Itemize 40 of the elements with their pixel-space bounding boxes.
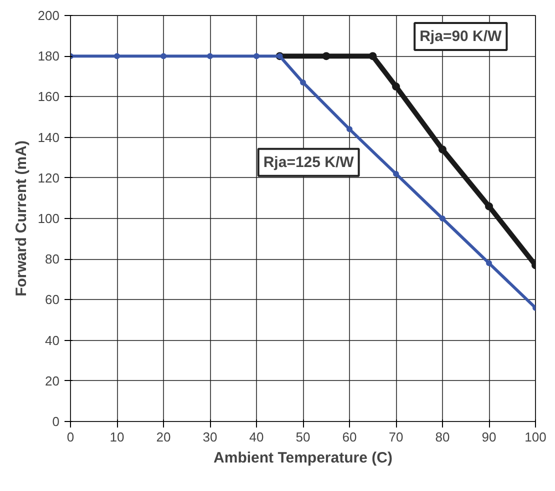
point — [438, 145, 446, 154]
x-tick-label: 30 — [202, 430, 218, 444]
point — [440, 216, 446, 222]
point — [485, 202, 493, 210]
y-tick-label: 100 — [38, 211, 60, 226]
x-tick-label: 40 — [249, 430, 264, 444]
point — [346, 126, 352, 132]
point — [300, 79, 306, 86]
y-tick-label: 140 — [38, 130, 60, 145]
y-tick-label: 20 — [45, 373, 60, 388]
x-axis-title: Ambient Temperature (C) — [214, 450, 392, 466]
y-tick-label: 120 — [38, 170, 60, 186]
x-tick-label: 90 — [482, 430, 496, 444]
x-tick-label: 60 — [342, 430, 357, 444]
y-tick-label: 160 — [38, 89, 60, 104]
y-tick-label: 200 — [38, 8, 60, 23]
point — [160, 53, 166, 60]
y-tick-label: 0 — [52, 414, 60, 429]
point — [114, 53, 120, 60]
x-tick-label: 80 — [435, 430, 450, 444]
point — [393, 170, 399, 177]
point — [207, 53, 213, 60]
series-label: Rja=125 K/W — [263, 154, 355, 171]
point — [254, 53, 260, 60]
y-tick-label: 60 — [45, 292, 60, 308]
x-tick-label: 100 — [524, 430, 546, 444]
x-tick-label: 20 — [156, 430, 171, 444]
y-tick-label: 180 — [38, 48, 60, 64]
y-tick-label: 80 — [45, 252, 60, 267]
y-tick-label: 40 — [45, 332, 60, 348]
text: Rja=90 K/W — [420, 28, 503, 46]
x-tick-label: 70 — [388, 430, 404, 444]
point — [322, 52, 330, 60]
point — [486, 260, 492, 266]
x-tick-label: 10 — [110, 430, 124, 444]
x-tick-label: 0 — [66, 430, 74, 444]
point — [368, 52, 377, 60]
x-tick-label: 50 — [296, 430, 310, 444]
point — [392, 82, 400, 91]
y-axis-title: Forward Current (mA) — [12, 140, 30, 296]
